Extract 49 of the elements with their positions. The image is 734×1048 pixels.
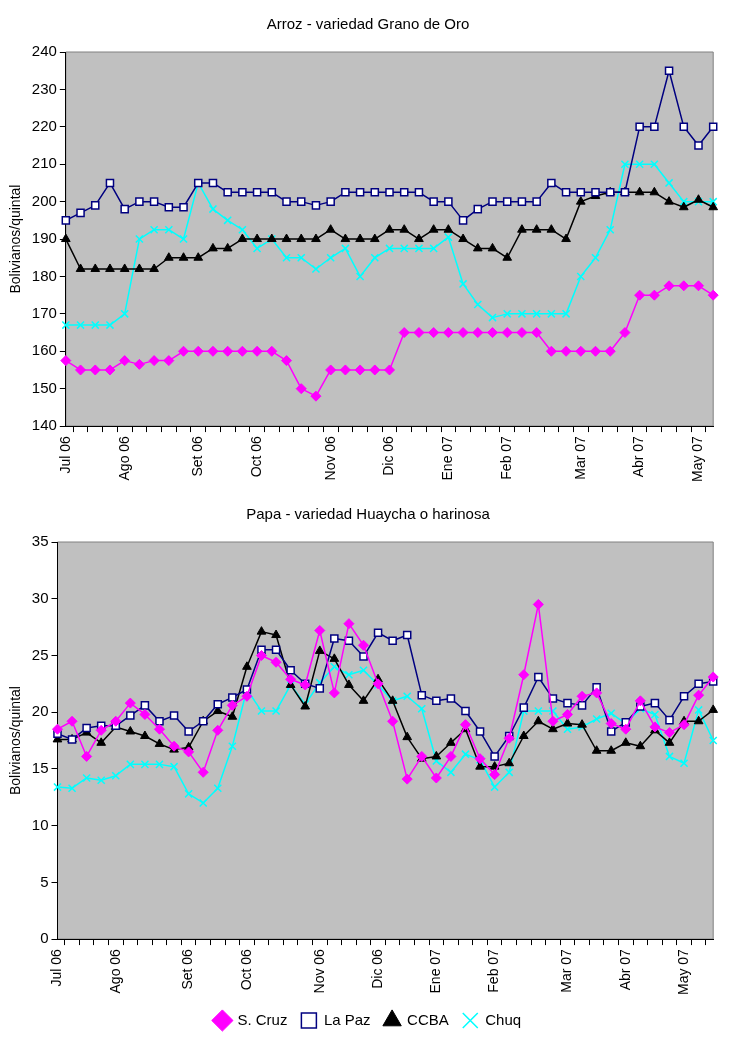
y-tick-label: 220 (31, 116, 57, 134)
y-tick-label: 35 (31, 532, 49, 550)
x-tick-label: Oct 06 (247, 435, 264, 478)
x-tick-label: Feb 07 (498, 435, 515, 480)
y-tick-label: 20 (31, 702, 49, 720)
y-tick-label: 230 (31, 79, 57, 97)
x-tick-label: Oct 06 (237, 948, 254, 991)
y-tick-label: 210 (31, 154, 57, 172)
legend-label: S. Cruz (237, 1010, 288, 1028)
x-tick-label: Set 06 (179, 948, 196, 990)
y-tick-label: 150 (31, 378, 57, 396)
y-axis-title: Bolivianos/quintal (7, 686, 24, 796)
x-tick-label: Ago 06 (106, 948, 123, 994)
chart-title: Papa - variedad Huaycha o harinosa (246, 505, 491, 523)
chart-title: Arroz - variedad Grano de Oro (266, 15, 470, 33)
x-tick-label: Dic 06 (368, 948, 385, 989)
x-tick-label: Ene 07 (427, 948, 444, 994)
y-tick-label: 180 (31, 266, 57, 284)
x-tick-label: Nov 06 (321, 435, 338, 481)
legend-label: Chuq (485, 1010, 522, 1028)
x-tick-label: Abr 07 (630, 435, 647, 478)
y-tick-label: 25 (31, 645, 49, 663)
x-tick-label: May 07 (689, 435, 706, 483)
x-tick-label: May 07 (674, 948, 691, 996)
y-tick-label: 15 (31, 759, 49, 777)
x-tick-label: Feb 07 (485, 948, 502, 993)
y-tick-label: 5 (40, 872, 49, 890)
x-tick-label: Ago 06 (115, 435, 132, 481)
legend-label: CCBA (407, 1010, 449, 1028)
x-tick-label: Set 06 (189, 435, 206, 477)
y-tick-label: 10 (31, 815, 49, 833)
y-tick-label: 170 (31, 304, 57, 321)
y-tick-label: 140 (31, 416, 57, 434)
x-tick-label: Ene 07 (439, 435, 456, 481)
x-tick-label: Jul 06 (56, 435, 73, 474)
x-tick-label: Mar 07 (558, 948, 575, 993)
x-tick-label: Dic 06 (380, 435, 397, 476)
y-axis-title: Bolivianos/quintal (7, 184, 24, 294)
x-tick-label: Abr 07 (616, 948, 633, 991)
y-tick-label: 0 (40, 929, 49, 947)
y-tick-label: 190 (31, 229, 57, 247)
y-tick-label: 160 (31, 341, 57, 359)
x-tick-label: Mar 07 (571, 435, 588, 480)
x-tick-label: Nov 06 (310, 948, 327, 994)
y-tick-label: 200 (31, 191, 57, 209)
y-tick-label: 30 (31, 588, 49, 606)
legend-label: La Paz (323, 1010, 371, 1028)
y-tick-label: 240 (31, 42, 57, 60)
x-tick-label: Jul 06 (48, 948, 65, 987)
